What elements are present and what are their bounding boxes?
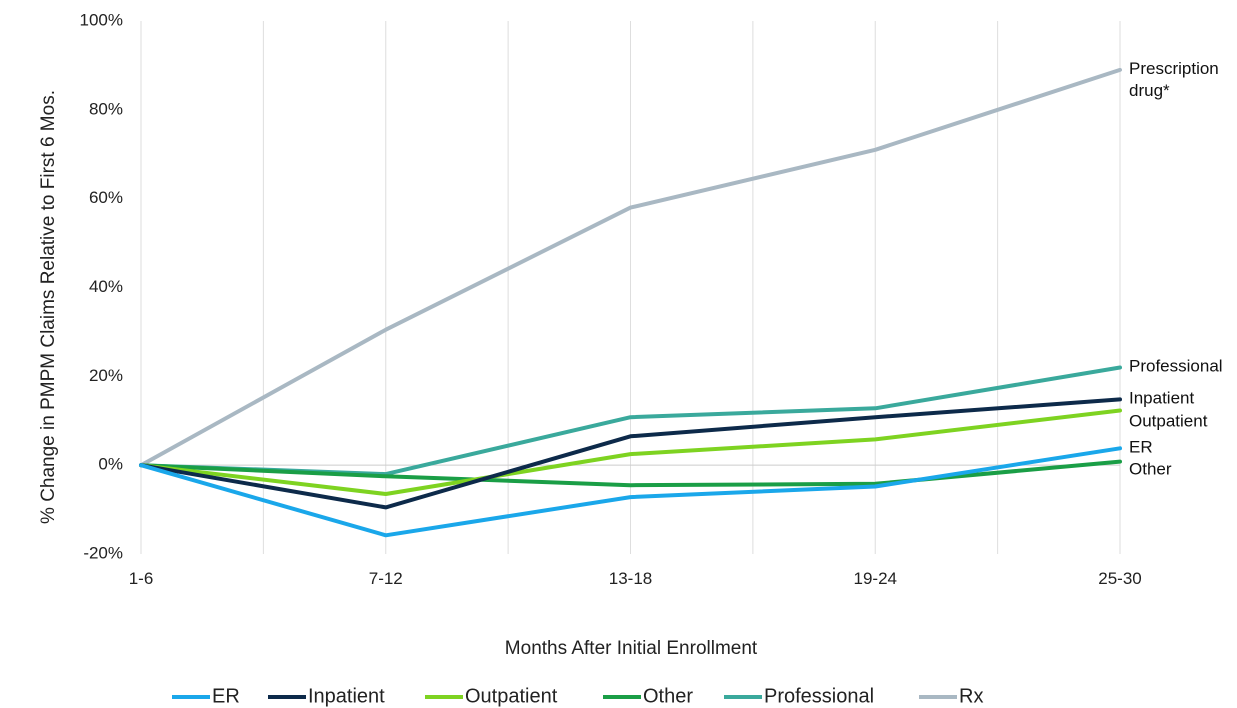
y-tick-label: 40% — [89, 277, 123, 296]
legend-item-professional: Professional — [724, 685, 874, 707]
legend-item-inpatient: Inpatient — [268, 685, 385, 707]
legend: ER Inpatient Outpatient Other Professional Rx — [172, 685, 983, 707]
y-axis-ticks: -20% 0% 20% 40% 60% 80% 100% — [80, 10, 123, 562]
x-tick-label: 1-6 — [129, 569, 154, 588]
legend-label: ER — [212, 685, 240, 707]
legend-item-outpatient: Outpatient — [425, 685, 558, 707]
legend-label: Inpatient — [308, 685, 385, 707]
end-label-other: Other — [1129, 460, 1172, 479]
series-line-outpatient — [139, 408, 1122, 496]
x-tick-label: 19-24 — [854, 569, 897, 588]
legend-label: Rx — [959, 685, 983, 707]
x-tick-label: 25-30 — [1098, 569, 1141, 588]
series-lines — [139, 67, 1122, 538]
x-tick-label: 7-12 — [369, 569, 403, 588]
legend-item-other: Other — [603, 685, 693, 707]
y-tick-label: 60% — [89, 188, 123, 207]
end-label-er: ER — [1129, 438, 1153, 457]
series-line-other — [139, 459, 1122, 488]
y-tick-label: 20% — [89, 366, 123, 385]
legend-label: Outpatient — [465, 685, 558, 707]
series-line-rx — [139, 67, 1122, 468]
end-label-rx: Prescription drug* — [1129, 59, 1219, 100]
y-tick-label: 0% — [98, 455, 123, 474]
series-line-er — [139, 446, 1122, 538]
legend-label: Other — [643, 685, 693, 707]
legend-label: Professional — [764, 685, 874, 707]
end-labels: ER Inpatient Outpatient Other Professional Pr… — [1129, 59, 1223, 479]
legend-item-er: ER — [172, 685, 240, 707]
x-axis-title: Months After Initial Enrollment — [505, 638, 758, 659]
y-tick-label: 100% — [80, 10, 123, 29]
end-label-professional: Professional — [1129, 357, 1223, 376]
end-label-inpatient: Inpatient — [1129, 389, 1194, 408]
x-tick-label: 13-18 — [609, 569, 652, 588]
y-tick-label: 80% — [89, 99, 123, 118]
end-label-outpatient: Outpatient — [1129, 412, 1208, 431]
grid — [140, 21, 1121, 554]
x-axis-ticks: 1-6 7-12 13-18 19-24 25-30 — [129, 569, 1142, 588]
y-tick-label: -20% — [83, 543, 123, 562]
series-line-inpatient — [139, 397, 1122, 510]
y-axis-title: % Change in PMPM Claims Relative to Firs… — [38, 90, 59, 524]
legend-item-rx: Rx — [919, 685, 983, 707]
